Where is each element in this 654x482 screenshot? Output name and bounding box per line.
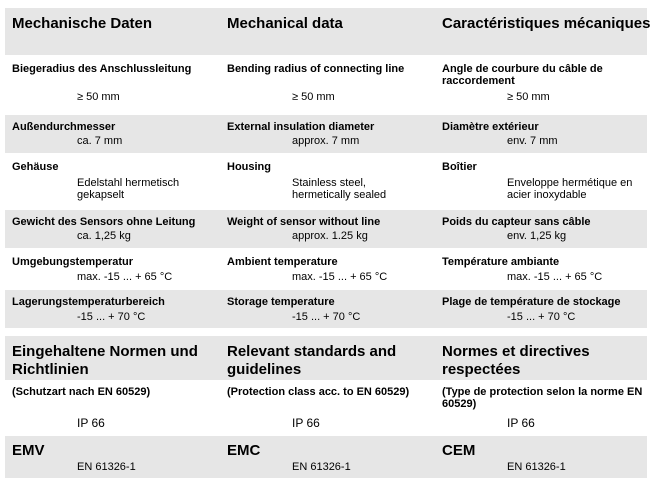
row-label: Weight of sensor without line xyxy=(227,216,381,228)
heading-fr: Caractéristiques mécaniques xyxy=(442,15,651,32)
row-value: max. -15 ... + 65 °C xyxy=(292,271,388,283)
cell-de: Biegeradius des Anschlussleitung ≥ 50 mm xyxy=(12,57,222,103)
row-value: ≥ 50 mm xyxy=(507,91,550,103)
row-value: env. 1,25 kg xyxy=(507,230,567,242)
cell-en: Storage temperature -15 ... + 70 °C xyxy=(227,290,437,323)
cell-en: Ambient temperature max. -15 ... + 65 °C xyxy=(227,250,437,283)
cell-de: Umgebungstemperatur max. -15 ... + 65 °C xyxy=(12,250,222,283)
storage-temperature-row: Lagerungstemperaturbereich -15 ... + 70 … xyxy=(5,290,647,328)
row-label: EMV xyxy=(12,442,45,459)
row-value: ca. 7 mm xyxy=(77,135,123,147)
row-label: Plage de température de stockage xyxy=(442,296,621,308)
cell-fr: CEM EN 61326-1 xyxy=(442,436,652,473)
bending-radius-row: Biegeradius des Anschlussleitung ≥ 50 mm… xyxy=(5,57,647,113)
row-value: EN 61326-1 xyxy=(507,461,566,473)
row-value: Stainless steel, hermetically sealed xyxy=(292,177,387,201)
row-label: Ambient temperature xyxy=(227,256,338,268)
row-value: ca. 1,25 kg xyxy=(77,230,131,242)
cell-fr: (Type de protection selon la norme EN 60… xyxy=(442,380,652,429)
row-label: Diamètre extérieur xyxy=(442,121,539,133)
row-value: -15 ... + 70 °C xyxy=(292,311,361,323)
cell-fr: Plage de température de stockage -15 ...… xyxy=(442,290,652,323)
row-label: Gehäuse xyxy=(12,161,59,173)
row-value: IP 66 xyxy=(507,416,535,430)
ambient-temperature-row: Umgebungstemperatur max. -15 ... + 65 °C… xyxy=(5,250,647,288)
mechanical-heading-row: Mechanische Daten Mechanical data Caract… xyxy=(5,8,650,55)
cell-fr: Poids du capteur sans câble env. 1,25 kg xyxy=(442,210,652,242)
cell-fr: Boîtier Enveloppe hermétique en acier in… xyxy=(442,155,652,201)
cell-de: Gehäuse Edelstahl hermetisch gekapselt xyxy=(12,155,222,201)
cell-en: EMC EN 61326-1 xyxy=(227,436,437,473)
cell-en: Bending radius of connecting line ≥ 50 m… xyxy=(227,57,437,103)
cell-fr: Température ambiante max. -15 ... + 65 °… xyxy=(442,250,652,283)
cell-en: Weight of sensor without line approx. 1.… xyxy=(227,210,437,242)
row-label: EMC xyxy=(227,442,261,459)
protection-class-row: (Schutzart nach EN 60529) IP 66 (Protect… xyxy=(5,380,647,434)
housing-row: Gehäuse Edelstahl hermetisch gekapselt H… xyxy=(5,155,647,208)
row-label: Storage temperature xyxy=(227,296,335,308)
row-label: (Schutzart nach EN 60529) xyxy=(12,386,151,398)
row-label: Housing xyxy=(227,161,271,173)
row-label: Température ambiante xyxy=(442,256,560,268)
row-value: env. 7 mm xyxy=(507,135,558,147)
heading-fr: Normes et directives respectées xyxy=(442,343,590,378)
row-value: approx. 7 mm xyxy=(292,135,360,147)
row-label: External insulation diameter xyxy=(227,121,375,133)
external-diameter-row: Außendurchmesser ca. 7 mm External insul… xyxy=(5,115,647,153)
cell-de: EMV EN 61326-1 xyxy=(12,436,222,473)
cell-de: Gewicht des Sensors ohne Leitung ca. 1,2… xyxy=(12,210,222,242)
cell-fr: Angle de courbure du câble de raccordeme… xyxy=(442,57,652,103)
row-label: CEM xyxy=(442,442,476,459)
row-value: IP 66 xyxy=(292,416,320,430)
row-value: Enveloppe hermétique en acier inoxydable xyxy=(507,177,633,201)
heading-en: Mechanical data xyxy=(227,15,343,32)
row-value: IP 66 xyxy=(77,416,105,430)
cell-fr: Diamètre extérieur env. 7 mm xyxy=(442,115,652,147)
row-label: Umgebungstemperatur xyxy=(12,256,134,268)
row-value: max. -15 ... + 65 °C xyxy=(77,271,173,283)
heading-en: Relevant standards and guidelines xyxy=(227,343,397,378)
row-label: Poids du capteur sans câble xyxy=(442,216,591,228)
row-label: (Protection class acc. to EN 60529) xyxy=(227,386,410,398)
row-value: EN 61326-1 xyxy=(77,461,136,473)
row-label: Lagerungstemperaturbereich xyxy=(12,296,165,308)
cell-de: (Schutzart nach EN 60529) IP 66 xyxy=(12,380,222,429)
row-value: ≥ 50 mm xyxy=(292,91,335,103)
row-label: Boîtier xyxy=(442,161,477,173)
standards-heading-row: Eingehaltene Normen und Richtlinien Rele… xyxy=(5,336,647,380)
heading-de: Eingehaltene Normen und Richtlinien xyxy=(12,343,198,378)
row-value: -15 ... + 70 °C xyxy=(507,311,576,323)
row-label: Außendurchmesser xyxy=(12,121,116,133)
row-value: Edelstahl hermetisch gekapselt xyxy=(77,177,180,201)
row-value: ≥ 50 mm xyxy=(77,91,120,103)
row-value: max. -15 ... + 65 °C xyxy=(507,271,603,283)
row-label: Biegeradius des Anschlussleitung xyxy=(12,63,192,75)
weight-row: Gewicht des Sensors ohne Leitung ca. 1,2… xyxy=(5,210,647,248)
heading-de: Mechanische Daten xyxy=(12,15,153,32)
row-label: Bending radius of connecting line xyxy=(227,63,405,75)
cell-de: Außendurchmesser ca. 7 mm xyxy=(12,115,222,147)
cell-en: External insulation diameter approx. 7 m… xyxy=(227,115,437,147)
row-label: Angle de courbure du câble de raccordeme… xyxy=(442,63,603,87)
cell-en: (Protection class acc. to EN 60529) IP 6… xyxy=(227,380,437,429)
emc-row: EMV EN 61326-1 EMC EN 61326-1 CEM EN 613… xyxy=(5,436,647,478)
row-label: (Type de protection selon la norme EN 60… xyxy=(442,386,643,410)
row-value: EN 61326-1 xyxy=(292,461,351,473)
cell-de: Lagerungstemperaturbereich -15 ... + 70 … xyxy=(12,290,222,323)
cell-en: Housing Stainless steel, hermetically se… xyxy=(227,155,437,201)
row-value: -15 ... + 70 °C xyxy=(77,311,146,323)
row-label: Gewicht des Sensors ohne Leitung xyxy=(12,216,196,228)
row-value: approx. 1.25 kg xyxy=(292,230,368,242)
